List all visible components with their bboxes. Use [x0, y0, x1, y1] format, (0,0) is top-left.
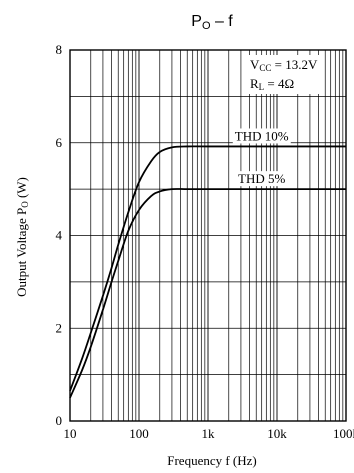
condition-rl-tail: = 4Ω: [264, 76, 294, 91]
condition-vcc-sub: CC: [259, 63, 271, 73]
chart-title: PO – f: [191, 13, 233, 32]
chart-title-sub: O: [202, 20, 211, 32]
series-label-1: THD 10%: [235, 128, 289, 143]
series-line-1: [69, 145, 346, 392]
y-tick-label: 0: [56, 413, 63, 428]
y-tick-label: 4: [56, 228, 63, 243]
y-tick-label: 8: [56, 42, 63, 57]
series-labels: THD 10% THD 5%: [232, 128, 291, 187]
series-lines: [69, 145, 346, 399]
series-line-2: [69, 188, 346, 399]
x-tick-label: 100: [129, 426, 149, 441]
chart-title-tail: – f: [211, 13, 234, 30]
condition-vcc-main: V: [250, 57, 260, 72]
condition-rl-sub: L: [259, 82, 265, 92]
series-label-2: THD 5%: [238, 171, 285, 186]
y-axis-label-tail: (W): [14, 177, 29, 201]
y-axis-label-main: Output Voltage P: [14, 208, 29, 297]
condition-rl-main: R: [250, 76, 259, 91]
x-axis-label: Frequency f (Hz): [167, 453, 257, 468]
y-tick-label: 6: [56, 135, 63, 150]
y-tick-label: 2: [56, 320, 63, 335]
x-tick-label: 100k: [333, 426, 354, 441]
y-axis-label-sub: O: [20, 201, 30, 208]
series-label-bg-1: [232, 128, 291, 144]
plot-frame: [69, 49, 347, 422]
grid-lines: [70, 50, 346, 421]
x-tick-label: 1k: [202, 426, 216, 441]
x-tick-label: 10: [64, 426, 77, 441]
tick-labels: 10 100 1k 10k 100k 0 2 4 6 8: [56, 42, 354, 441]
chart-title-main: P: [191, 13, 202, 30]
x-tick-label: 10k: [267, 426, 287, 441]
condition-rl: RL = 4Ω: [250, 76, 294, 92]
condition-vcc: VCC = 13.2V: [250, 57, 318, 73]
conditions-box: [246, 55, 322, 94]
series-label-bg-2: [236, 171, 288, 187]
condition-vcc-tail: = 13.2V: [271, 57, 318, 72]
y-axis-label: Output Voltage PO (W): [14, 177, 30, 297]
